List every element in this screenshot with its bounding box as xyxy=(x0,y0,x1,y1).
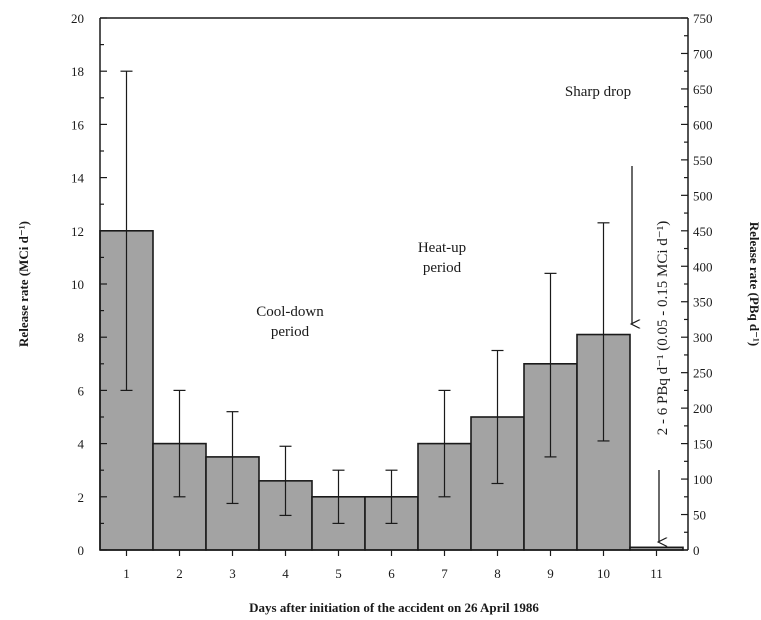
y-axis-title-left: Release rate (MCi d⁻¹) xyxy=(16,221,31,347)
right-tick-label: 0 xyxy=(693,543,700,558)
x-tick-label: 7 xyxy=(441,566,448,581)
left-tick-label: 20 xyxy=(71,11,84,26)
error-bar-day-1 xyxy=(120,70,133,391)
x-tick-label: 5 xyxy=(335,566,342,581)
left-tick-label: 10 xyxy=(71,277,84,292)
right-tick-label: 300 xyxy=(693,330,713,345)
heatup-annotation-line1: Heat-up xyxy=(418,240,466,256)
error-bar-day-4 xyxy=(279,445,292,517)
x-axis-ticks: 1 2 3 4 5 6 7 8 9 10 11 xyxy=(123,550,663,581)
right-tick-label: 500 xyxy=(693,188,713,203)
right-tick-label: 50 xyxy=(693,508,706,523)
right-axis-ticks: 0 50 100 150 200 250 300 350 400 450 500 550 600 650 7… xyxy=(681,11,713,558)
x-tick-label: 2 xyxy=(176,566,183,581)
error-bar-day-3 xyxy=(226,411,239,505)
x-tick-label: 9 xyxy=(547,566,554,581)
cooldown-annotation-line2: period xyxy=(271,324,310,340)
y-axis-title-right: Release rate (PBq d⁻¹) xyxy=(747,222,761,346)
right-tick-label: 150 xyxy=(693,437,713,452)
error-bar-day-6 xyxy=(385,469,398,525)
day11-range-annotation: 2 - 6 PBq d⁻¹ (0.05 - 0.15 MCi d⁻¹) xyxy=(655,221,671,435)
left-tick-label: 8 xyxy=(78,330,85,345)
right-tick-label: 200 xyxy=(693,401,713,416)
right-tick-label: 700 xyxy=(693,46,713,61)
x-tick-label: 8 xyxy=(494,566,501,581)
right-tick-label: 450 xyxy=(693,224,713,239)
cooldown-annotation-line1: Cool-down xyxy=(256,304,324,320)
x-tick-label: 11 xyxy=(650,566,663,581)
right-tick-label: 600 xyxy=(693,117,713,132)
left-axis-ticks: 0 2 4 6 8 10 12 14 16 18 20 xyxy=(71,11,107,558)
left-tick-label: 12 xyxy=(71,224,84,239)
left-tick-label: 4 xyxy=(78,437,85,452)
x-tick-label: 4 xyxy=(282,566,289,581)
x-tick-label: 1 xyxy=(123,566,130,581)
error-bar-day-8 xyxy=(491,349,504,485)
right-tick-label: 350 xyxy=(693,295,713,310)
right-tick-label: 100 xyxy=(693,472,713,487)
x-tick-label: 10 xyxy=(597,566,610,581)
heatup-annotation-line2: period xyxy=(423,260,462,276)
x-tick-label: 6 xyxy=(388,566,395,581)
right-tick-label: 650 xyxy=(693,82,713,97)
left-tick-label: 18 xyxy=(71,64,84,79)
error-bars-layer xyxy=(120,70,610,525)
x-tick-label: 3 xyxy=(229,566,236,581)
error-bar-day-5 xyxy=(332,469,345,525)
right-tick-label: 550 xyxy=(693,153,713,168)
right-tick-label: 400 xyxy=(693,259,713,274)
left-tick-label: 16 xyxy=(71,117,85,132)
left-tick-label: 0 xyxy=(78,543,85,558)
error-bar-day-10 xyxy=(597,222,610,442)
right-tick-label: 750 xyxy=(693,11,713,26)
left-tick-label: 2 xyxy=(78,490,85,505)
sharp-drop-annotation: Sharp drop xyxy=(565,84,631,100)
left-tick-label: 6 xyxy=(78,383,85,398)
x-axis-title: Days after initiation of the accident on… xyxy=(249,600,539,615)
error-bar-day-9 xyxy=(544,272,557,458)
error-bar-day-7 xyxy=(438,389,451,498)
error-bar-day-2 xyxy=(173,389,186,498)
right-tick-label: 250 xyxy=(693,366,713,381)
left-tick-label: 14 xyxy=(71,171,85,186)
